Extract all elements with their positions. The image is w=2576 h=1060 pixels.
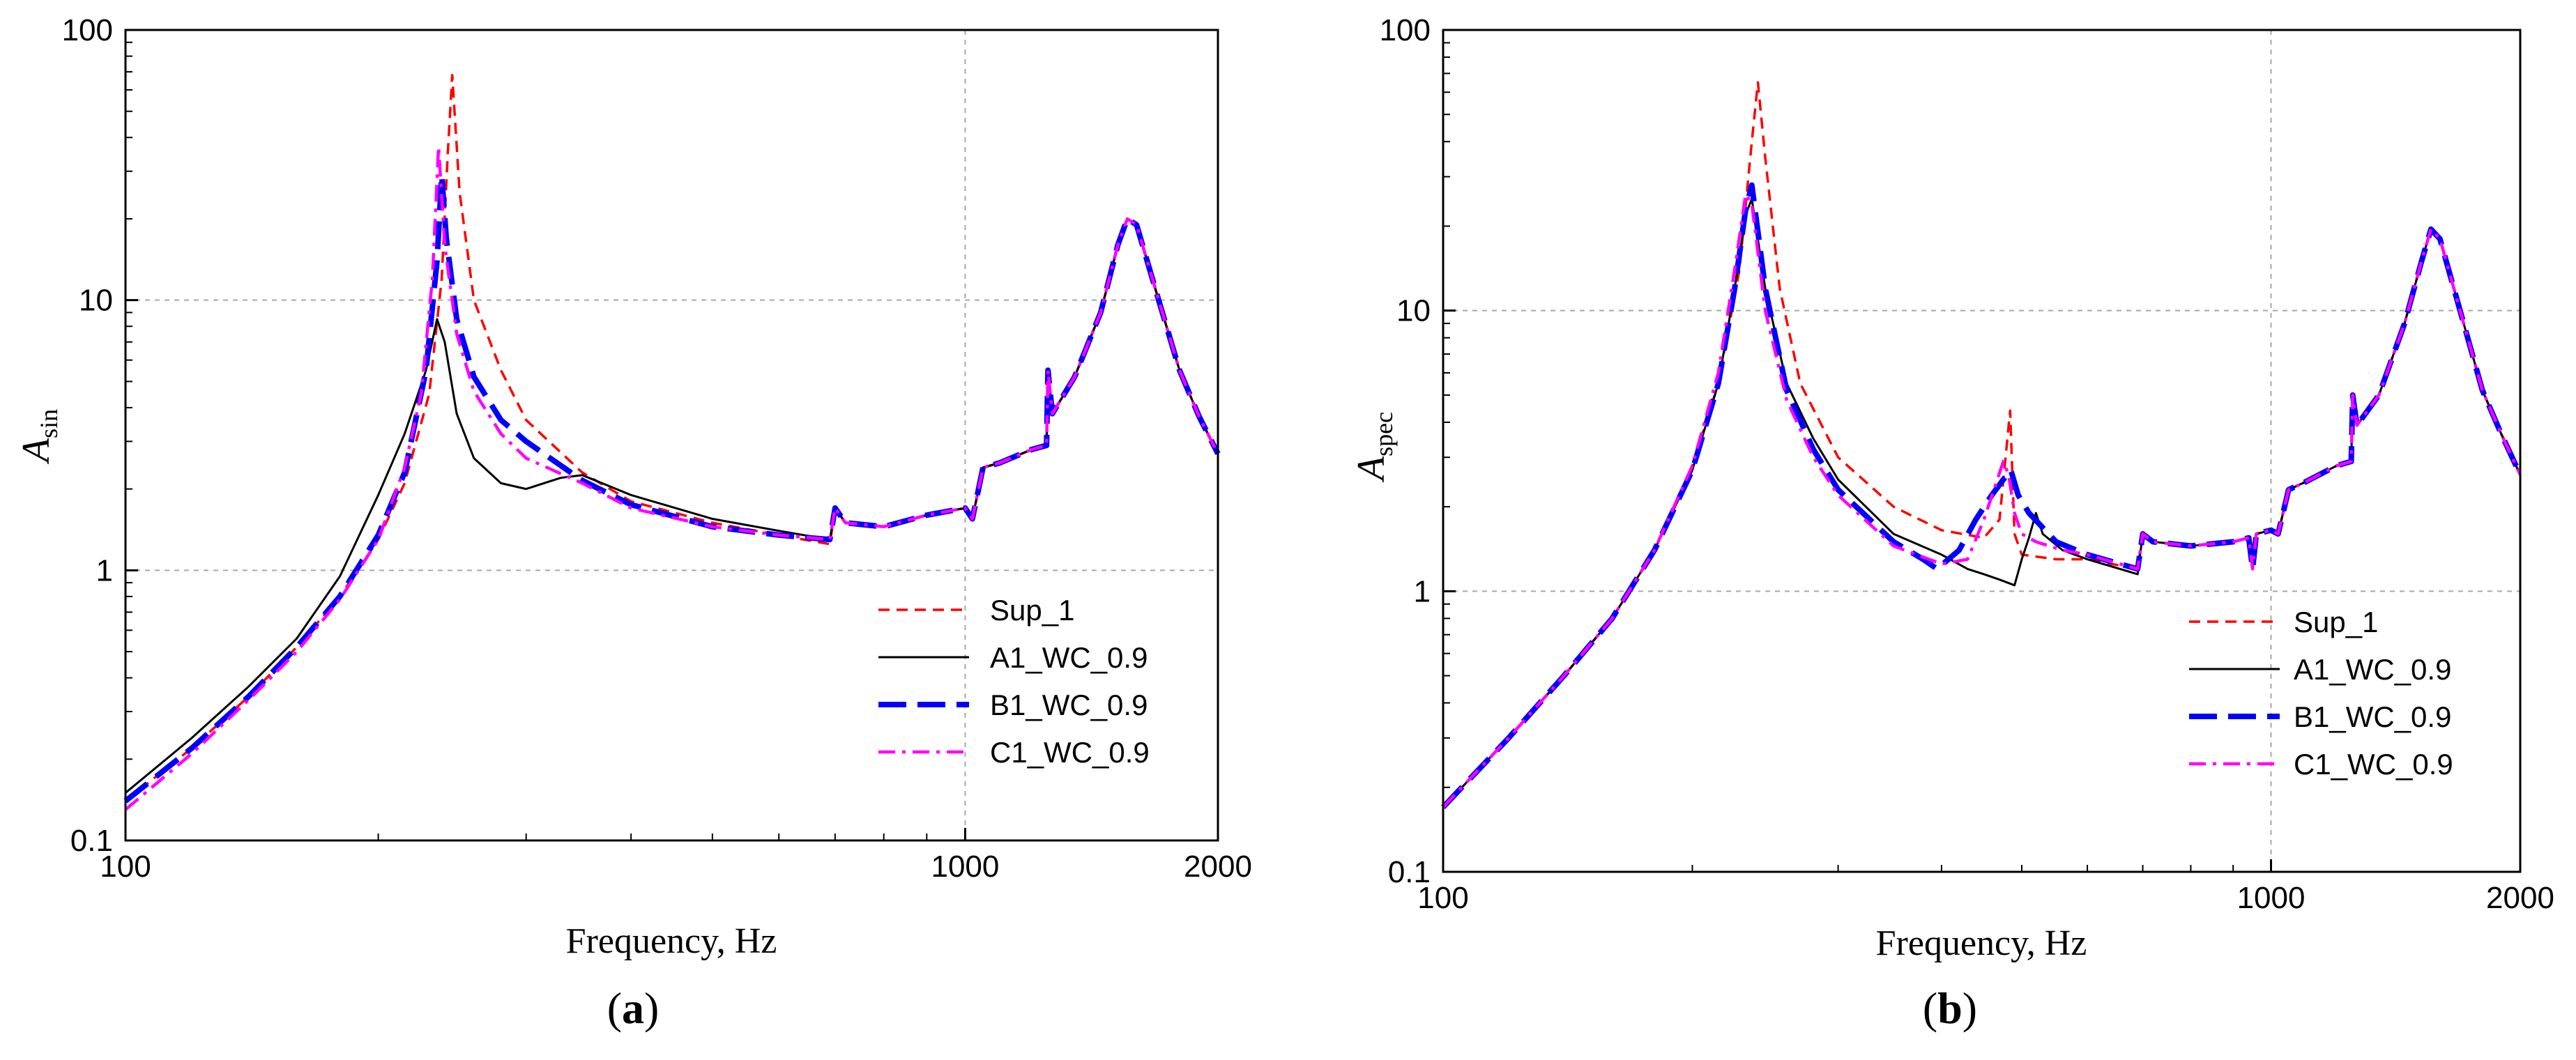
y-tick-label: 100 <box>1380 13 1431 47</box>
panel-a-ticks <box>124 29 1219 842</box>
legend-label: Sup_1 <box>2294 606 2378 638</box>
panel-a-series <box>123 74 1221 811</box>
x-tick-label: 2000 <box>1184 850 1252 884</box>
x-tick-label: 100 <box>100 850 151 884</box>
panel-b: 0.1 1 10 100 100 1000 2000 Frequency, Hz Aspe… <box>1350 13 2554 1033</box>
panel-b-y-axis-label: Aspec <box>1350 412 1398 483</box>
panel-b-y-tick-labels: 0.1 1 10 100 <box>1380 13 1431 889</box>
panel-a-x-tick-labels: 100 1000 2000 <box>100 850 1252 884</box>
x-tick-label: 1000 <box>2237 881 2306 915</box>
y-tick-label: 100 <box>62 13 113 47</box>
y-tick-label: 10 <box>1396 294 1431 328</box>
x-tick-label: 1000 <box>931 850 999 884</box>
series-line-c1-wc-0-9 <box>124 145 1220 811</box>
panel-b-legend: Sup_1 A1_WC_0.9 B1_WC_0.9 C1_WC_0.9 <box>2189 606 2453 781</box>
y-tick-label: 0.1 <box>1388 855 1431 889</box>
y-tick-label: 10 <box>79 284 113 318</box>
legend-label: B1_WC_0.9 <box>990 689 1148 721</box>
panel-a-frame <box>124 29 1219 842</box>
panel-b-frame <box>1442 29 2522 873</box>
panel-a-tag: (a) <box>607 983 660 1033</box>
panel-a: 0.1 1 10 100 100 1000 2000 Frequency, Hz Asin… <box>15 13 1252 1033</box>
legend-label: A1_WC_0.9 <box>2294 653 2451 686</box>
panel-b-tag: (b) <box>1923 983 1977 1033</box>
legend-label: A1_WC_0.9 <box>990 641 1148 674</box>
x-tick-label: 100 <box>1417 881 1468 915</box>
legend-label: Sup_1 <box>990 594 1074 627</box>
panel-a-y-axis-label: Asin <box>15 409 63 465</box>
y-tick-label: 1 <box>1414 574 1431 608</box>
panel-a-legend: Sup_1 A1_WC_0.9 B1_WC_0.9 C1_WC_0.9 <box>878 594 1150 769</box>
panel-b-x-tick-labels: 100 1000 2000 <box>1417 881 2554 915</box>
panel-b-series <box>1441 81 2523 809</box>
panel-b-ticks <box>1442 29 2522 873</box>
series-line-sup-1 <box>124 74 1219 802</box>
legend-label: C1_WC_0.9 <box>990 736 1150 769</box>
y-tick-label: 1 <box>96 553 113 587</box>
x-tick-label: 2000 <box>2486 881 2554 915</box>
series-line-c1-wc-0-9 <box>1442 192 2522 808</box>
panel-b-gridlines <box>1443 30 2520 872</box>
panel-b-x-axis-label: Frequency, Hz <box>1876 923 2087 963</box>
legend-label: B1_WC_0.9 <box>2294 700 2451 733</box>
y-tick-label: 0.1 <box>70 824 113 858</box>
panel-a-x-axis-label: Frequency, Hz <box>566 921 777 961</box>
series-line-b1-wc-0-9 <box>123 172 1221 804</box>
legend-label: C1_WC_0.9 <box>2294 748 2453 781</box>
panel-a-y-tick-labels: 0.1 1 10 100 <box>62 13 113 858</box>
